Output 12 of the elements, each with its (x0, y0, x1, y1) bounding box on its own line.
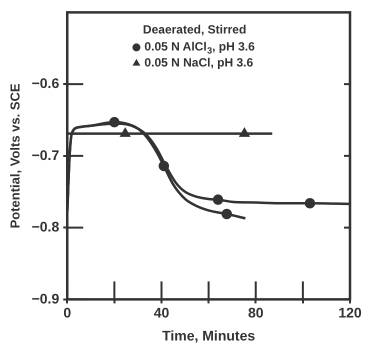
legend-label: 0.05 N NaCl, pH 3.6 (144, 56, 254, 70)
x-tick-label: 120 (338, 304, 362, 321)
x-axis-title: Time, Minutes (162, 327, 256, 344)
y-axis-title: Potential, Volts vs. SCE (7, 83, 22, 228)
y-tick-label: −0.7 (32, 146, 60, 163)
x-tick-label: 40 (154, 304, 170, 321)
y-tick-label: −0.8 (32, 218, 60, 235)
x-tick-label: 0 (63, 304, 72, 321)
legend-title: Deaerated, Stirred (142, 22, 246, 37)
y-tick-label: −0.9 (32, 290, 60, 306)
y-tick-label: −0.6 (32, 75, 60, 92)
x-tick-label: 80 (248, 304, 264, 321)
